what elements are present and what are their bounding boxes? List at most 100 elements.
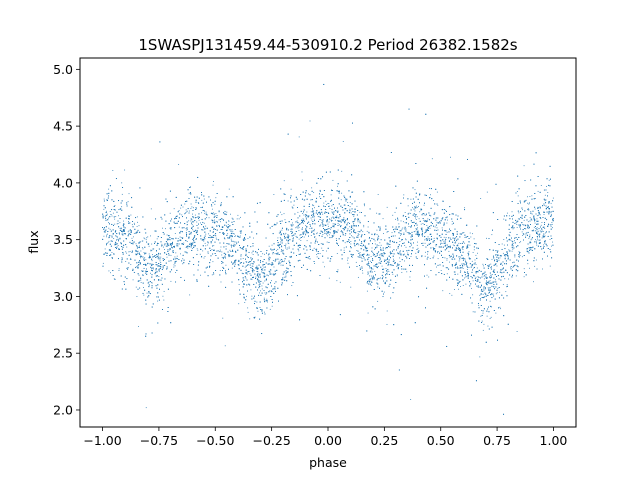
data-point — [146, 237, 148, 239]
data-point — [472, 311, 474, 313]
data-point — [320, 224, 322, 226]
data-point — [399, 233, 401, 234]
data-point — [544, 211, 546, 213]
data-point — [182, 258, 184, 260]
data-point — [383, 291, 385, 293]
data-point — [251, 252, 253, 254]
data-point — [361, 245, 363, 247]
data-point — [335, 238, 337, 240]
data-point — [218, 219, 220, 221]
data-point — [421, 256, 423, 258]
data-point — [451, 294, 453, 296]
data-point — [250, 289, 252, 291]
data-point — [182, 263, 184, 265]
data-point — [422, 223, 424, 224]
data-point — [130, 214, 132, 216]
data-point — [446, 247, 448, 249]
data-point — [525, 232, 527, 234]
data-point — [358, 234, 360, 235]
data-point — [475, 264, 477, 266]
data-point — [238, 284, 240, 285]
data-point — [518, 251, 520, 253]
data-point — [423, 214, 425, 216]
data-point — [508, 215, 510, 217]
data-point — [262, 269, 264, 271]
data-point — [344, 204, 346, 206]
data-point — [353, 224, 355, 226]
data-point — [386, 323, 388, 325]
data-point — [430, 215, 432, 217]
data-point — [262, 265, 264, 267]
data-point — [408, 233, 410, 235]
data-point — [502, 264, 503, 266]
data-point — [196, 221, 198, 223]
data-point — [421, 228, 422, 230]
data-point — [233, 243, 235, 245]
data-point — [350, 243, 352, 245]
data-point — [119, 233, 120, 235]
data-point — [216, 250, 218, 252]
data-point — [432, 241, 434, 243]
data-point — [531, 213, 533, 215]
data-point — [306, 232, 308, 234]
data-point — [436, 238, 438, 240]
data-point — [508, 239, 510, 241]
data-point — [222, 317, 224, 319]
data-point — [550, 202, 552, 204]
data-point — [368, 237, 370, 239]
data-point — [233, 245, 235, 246]
data-point — [331, 211, 333, 213]
data-point — [270, 280, 272, 282]
data-point — [336, 253, 338, 254]
data-point — [282, 249, 284, 251]
data-point — [190, 186, 192, 188]
data-point — [511, 211, 513, 213]
data-point — [386, 273, 387, 274]
data-point — [408, 226, 410, 227]
data-point — [305, 217, 307, 219]
data-point — [535, 259, 537, 261]
data-point — [396, 274, 398, 276]
data-point — [377, 194, 379, 195]
data-point — [268, 275, 269, 277]
data-point — [357, 276, 359, 278]
data-point — [231, 250, 233, 252]
data-point — [344, 242, 346, 244]
data-point — [344, 234, 346, 236]
data-point — [259, 292, 260, 294]
data-point — [482, 263, 484, 265]
data-point — [185, 228, 187, 230]
data-point — [278, 261, 280, 263]
data-point — [340, 199, 342, 201]
data-point — [252, 271, 254, 273]
data-point — [225, 269, 226, 271]
data-point — [333, 226, 335, 228]
data-point — [120, 207, 122, 209]
data-point — [514, 223, 516, 224]
data-point — [231, 229, 233, 231]
data-point — [260, 290, 261, 292]
data-point — [488, 289, 489, 291]
data-point — [161, 283, 163, 285]
data-point — [311, 187, 313, 189]
data-point — [128, 221, 129, 222]
data-point — [525, 234, 527, 236]
data-point — [224, 211, 226, 213]
data-point — [218, 211, 220, 213]
data-point — [207, 242, 209, 244]
data-point — [150, 208, 152, 210]
data-point — [435, 245, 437, 247]
data-point — [512, 266, 514, 268]
data-point — [164, 228, 166, 230]
data-point — [290, 228, 292, 230]
data-point — [341, 192, 343, 194]
data-point — [291, 285, 293, 287]
data-point — [504, 256, 506, 258]
data-point — [104, 248, 106, 250]
data-point — [410, 256, 412, 257]
data-point — [412, 207, 413, 209]
data-point — [117, 223, 119, 224]
data-point — [118, 248, 120, 250]
data-point — [481, 284, 482, 286]
data-point — [483, 323, 485, 325]
